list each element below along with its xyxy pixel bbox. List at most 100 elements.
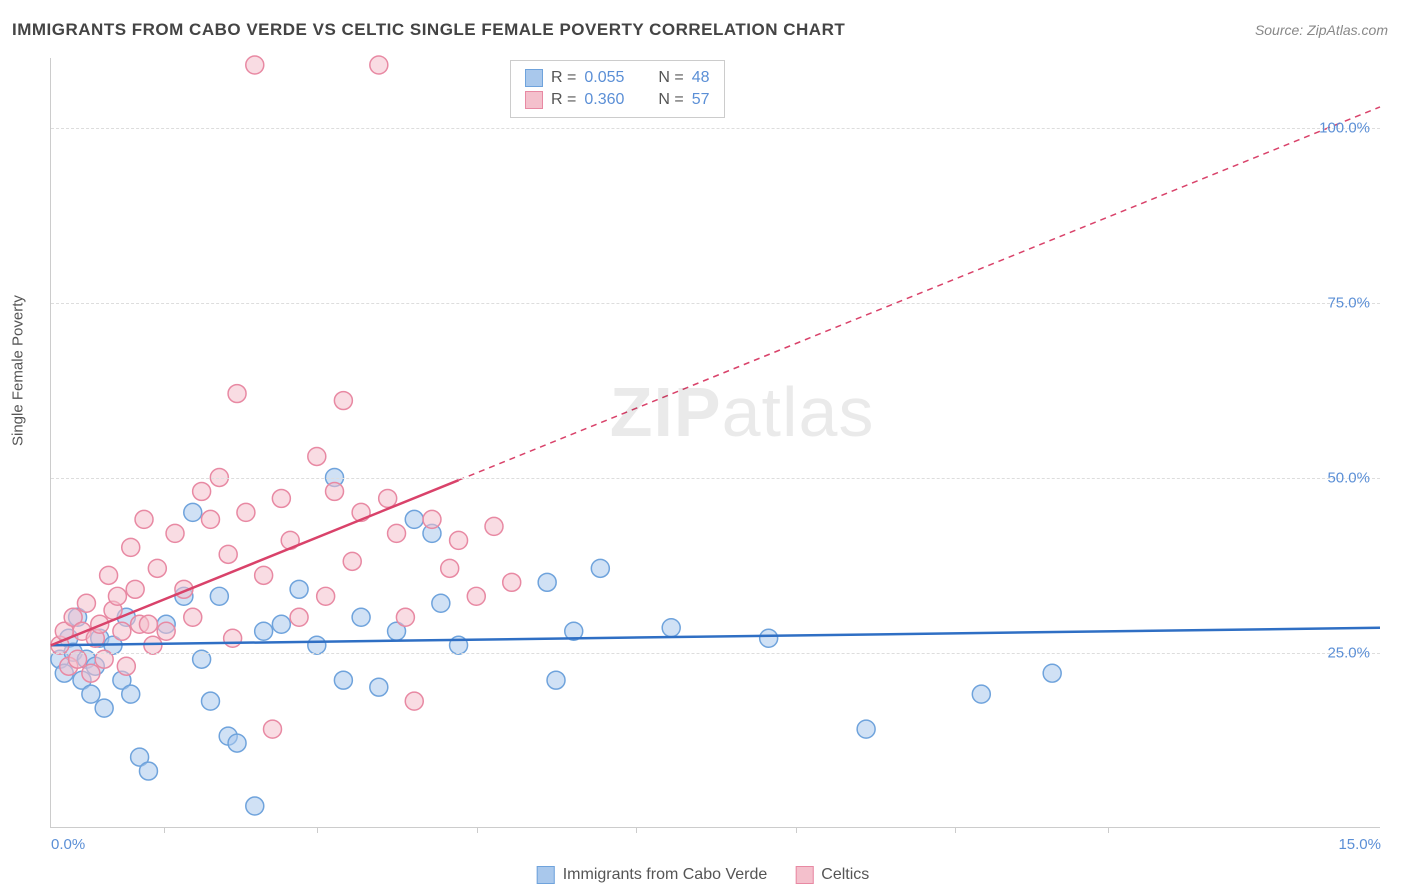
scatter-point xyxy=(246,56,264,74)
scatter-point xyxy=(503,573,521,591)
xtick-mark xyxy=(164,827,165,833)
scatter-point xyxy=(467,587,485,605)
scatter-point xyxy=(290,580,308,598)
scatter-point xyxy=(135,510,153,528)
legend-swatch xyxy=(525,69,543,87)
xtick-mark xyxy=(636,827,637,833)
scatter-point xyxy=(126,580,144,598)
scatter-point xyxy=(591,559,609,577)
scatter-point xyxy=(82,685,100,703)
scatter-point xyxy=(441,559,459,577)
xtick-label-min: 0.0% xyxy=(51,836,85,853)
legend-item: Immigrants from Cabo Verde xyxy=(537,866,768,884)
legend-n-label: N = xyxy=(658,69,683,87)
y-axis-label: Single Female Poverty xyxy=(10,295,27,446)
scatter-point xyxy=(547,671,565,689)
scatter-point xyxy=(370,678,388,696)
correlation-chart: IMMIGRANTS FROM CABO VERDE VS CELTIC SIN… xyxy=(0,0,1406,892)
scatter-point xyxy=(272,489,290,507)
scatter-point xyxy=(82,664,100,682)
ytick-label: 25.0% xyxy=(1327,645,1370,662)
scatter-point xyxy=(857,720,875,738)
scatter-point xyxy=(117,657,135,675)
scatter-point xyxy=(184,503,202,521)
scatter-point xyxy=(423,510,441,528)
xtick-label-max: 15.0% xyxy=(1338,836,1381,853)
scatter-point xyxy=(219,545,237,563)
plot-area: ZIPatlas 25.0%50.0%75.0%100.0%0.0%15.0% xyxy=(50,58,1380,828)
scatter-point xyxy=(122,685,140,703)
scatter-point xyxy=(108,587,126,605)
gridline xyxy=(51,128,1380,129)
xtick-mark xyxy=(796,827,797,833)
scatter-point xyxy=(193,482,211,500)
ytick-label: 50.0% xyxy=(1327,470,1370,487)
scatter-point xyxy=(201,510,219,528)
scatter-point xyxy=(432,594,450,612)
scatter-point xyxy=(370,56,388,74)
xtick-mark xyxy=(317,827,318,833)
scatter-point xyxy=(201,692,219,710)
scatter-point xyxy=(228,734,246,752)
scatter-point xyxy=(290,608,308,626)
legend-bottom: Immigrants from Cabo Verde Celtics xyxy=(537,866,870,884)
legend-swatch xyxy=(525,91,543,109)
scatter-point xyxy=(308,636,326,654)
scatter-point xyxy=(1043,664,1061,682)
scatter-point xyxy=(237,503,255,521)
scatter-point xyxy=(122,538,140,556)
scatter-point xyxy=(95,699,113,717)
scatter-point xyxy=(379,489,397,507)
scatter-point xyxy=(139,615,157,633)
scatter-point xyxy=(264,720,282,738)
scatter-point xyxy=(334,392,352,410)
scatter-point xyxy=(184,608,202,626)
scatter-point xyxy=(396,608,414,626)
scatter-point xyxy=(113,622,131,640)
chart-title: IMMIGRANTS FROM CABO VERDE VS CELTIC SIN… xyxy=(12,20,845,40)
scatter-point xyxy=(326,482,344,500)
legend-stats-row: R = 0.360N = 57 xyxy=(525,89,710,111)
scatter-point xyxy=(485,517,503,535)
scatter-point xyxy=(255,566,273,584)
legend-item: Celtics xyxy=(795,866,869,884)
scatter-point xyxy=(317,587,335,605)
legend-stats-box: R = 0.055 N = 48 R = 0.360N = 57 xyxy=(510,60,725,118)
legend-label: Immigrants from Cabo Verde xyxy=(563,866,768,884)
gridline xyxy=(51,653,1380,654)
scatter-point xyxy=(343,552,361,570)
scatter-point xyxy=(139,762,157,780)
scatter-point xyxy=(246,797,264,815)
gridline xyxy=(51,478,1380,479)
scatter-point xyxy=(100,566,118,584)
legend-n-value: 48 xyxy=(692,69,710,87)
plot-svg xyxy=(51,58,1380,827)
scatter-point xyxy=(388,524,406,542)
scatter-point xyxy=(255,622,273,640)
legend-r-value: 0.055 xyxy=(584,69,624,87)
scatter-point xyxy=(166,524,184,542)
scatter-point xyxy=(144,636,162,654)
scatter-point xyxy=(405,510,423,528)
legend-n-value: 57 xyxy=(692,91,710,109)
scatter-point xyxy=(334,671,352,689)
scatter-point xyxy=(157,622,175,640)
scatter-point xyxy=(210,587,228,605)
legend-stats-row: R = 0.055 N = 48 xyxy=(525,67,710,89)
legend-r-label: R = xyxy=(551,69,576,87)
scatter-point xyxy=(405,692,423,710)
scatter-point xyxy=(228,385,246,403)
legend-r-label: R = xyxy=(551,91,576,109)
gridline xyxy=(51,303,1380,304)
scatter-point xyxy=(308,447,326,465)
scatter-point xyxy=(538,573,556,591)
scatter-point xyxy=(148,559,166,577)
regression-line-dashed xyxy=(459,107,1380,480)
scatter-point xyxy=(760,629,778,647)
ytick-label: 75.0% xyxy=(1327,295,1370,312)
ytick-label: 100.0% xyxy=(1319,120,1370,137)
scatter-point xyxy=(662,619,680,637)
legend-label: Celtics xyxy=(821,866,869,884)
legend-swatch xyxy=(795,866,813,884)
xtick-mark xyxy=(477,827,478,833)
